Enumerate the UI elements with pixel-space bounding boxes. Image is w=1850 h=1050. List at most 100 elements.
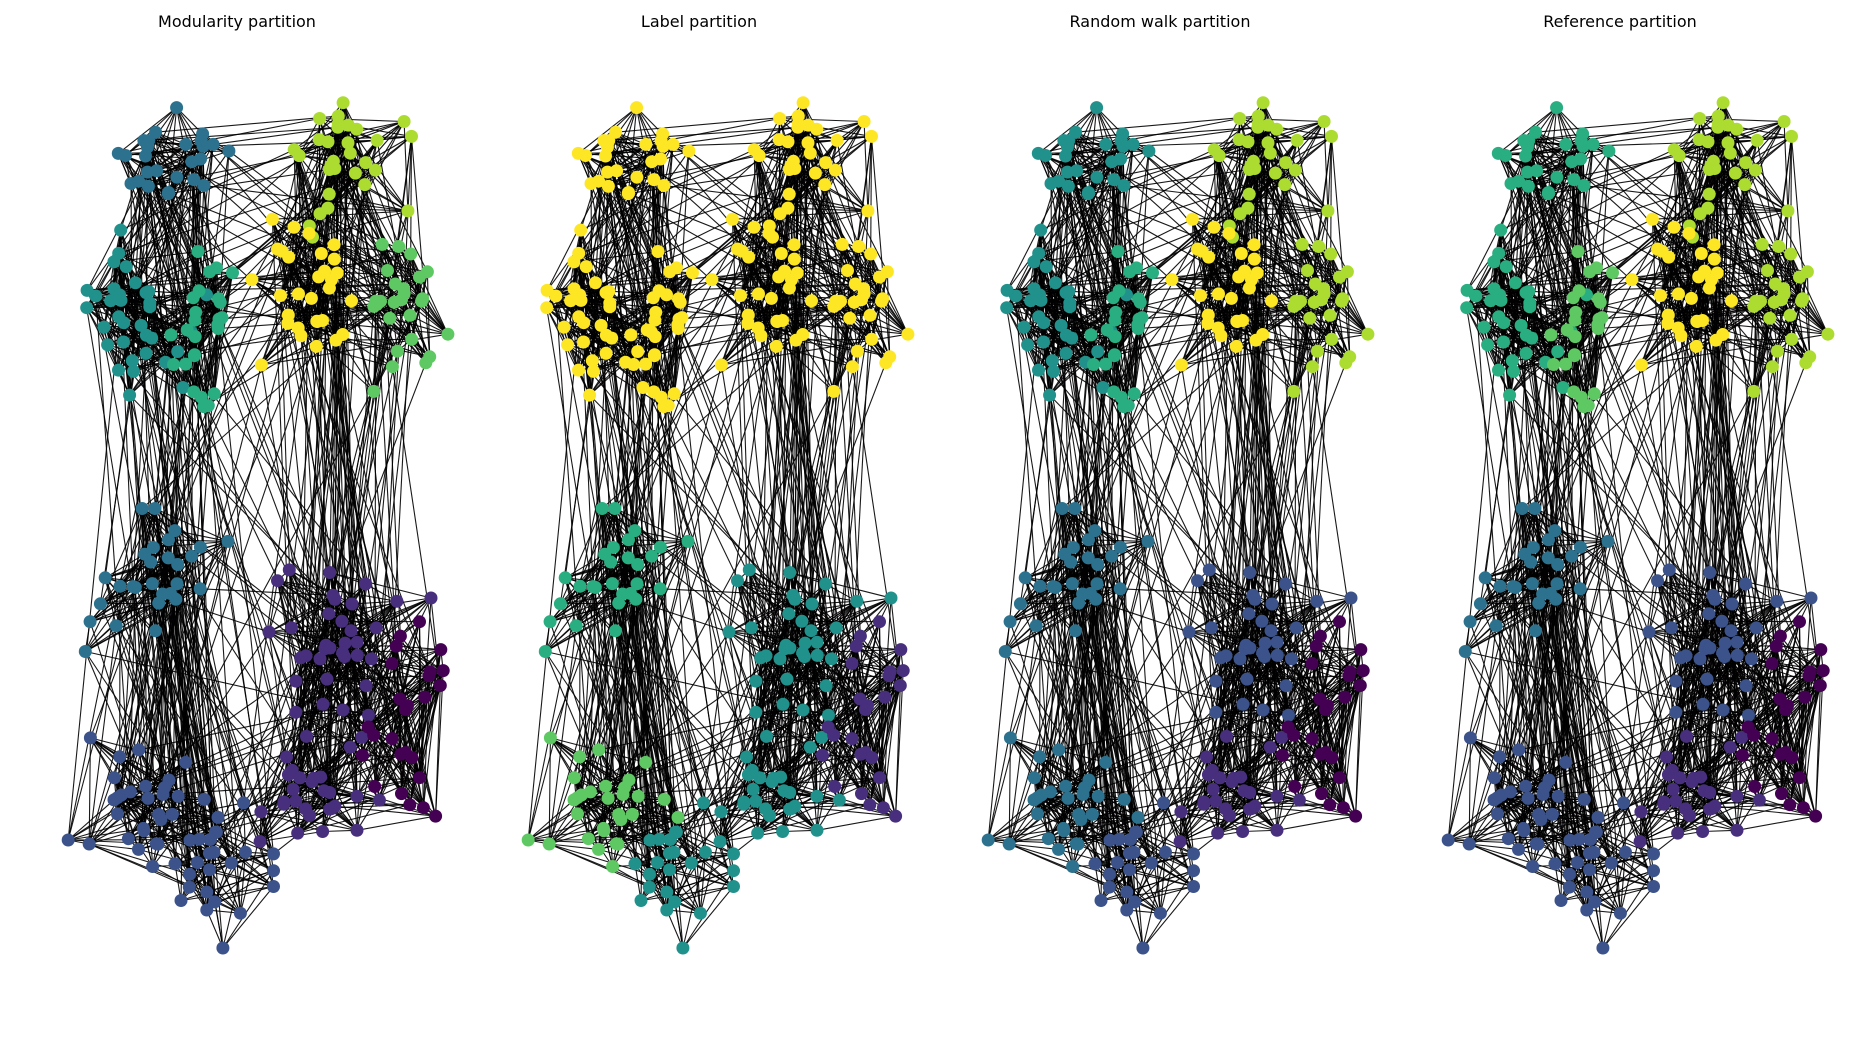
graph-node [271,574,284,588]
graph-edge [298,118,321,156]
graph-node [865,332,879,346]
graph-node [119,149,132,162]
graph-edge [214,853,274,903]
graph-node [401,204,415,218]
graph-node [188,348,202,362]
graph-edge [120,794,159,845]
graph-node [80,301,94,315]
graph-node [861,204,875,218]
graph-edge [148,126,338,142]
graph-node [600,140,614,154]
graph-node [783,786,797,799]
graph-node [788,799,802,813]
graph-node [368,163,382,177]
graph-edge [90,737,170,781]
graph-node [573,750,587,764]
graph-node [121,832,135,846]
graph-node [657,792,671,806]
graph-node [901,327,915,341]
graph-node [385,657,399,670]
graph-node [182,880,196,894]
graph-node [581,832,595,846]
graph-node [329,333,343,347]
graph-edge [260,298,312,366]
graph-node [107,771,121,785]
graph-node [795,614,809,628]
graph-node [662,846,676,860]
graph-edge [251,270,325,281]
graph-node [114,223,128,237]
graph-node [207,387,221,401]
graph-node [714,805,728,819]
graph-node [165,807,179,821]
graph-node [174,894,188,907]
graph-node [98,571,112,585]
graph-edge [95,295,131,792]
graph-node [850,594,864,608]
graph-node [542,837,556,851]
graph-node [110,807,124,821]
graph-node [281,768,295,782]
graph-node [805,294,818,308]
graph-node [845,657,859,670]
graph-edge [84,564,179,652]
graph-node [267,880,280,893]
graph-node [884,591,898,605]
graph-node [596,821,610,835]
graph-edge [177,564,275,855]
graph-node [889,809,903,823]
graph-node [684,856,698,870]
graph-node [424,591,438,605]
graph-node [183,867,196,881]
graph-node [676,941,690,955]
panel-random-walk: Random walk partition [981,12,1375,955]
graph-node [843,311,857,325]
graph-edge [185,762,219,818]
graph-node [805,597,819,611]
graph-node [643,833,657,847]
graph-node [631,345,645,358]
graph-edge [389,317,449,335]
graph-edge [356,642,424,808]
graph-node [291,826,305,840]
graph-node [521,833,535,847]
graph-node [171,345,185,358]
graph-node [292,287,305,301]
graph-edge [147,146,388,271]
graph-node [350,635,364,649]
graph-node [639,755,653,769]
graph-node [815,748,829,762]
graph-node [416,801,430,815]
graph-edge [251,276,319,281]
graph-edge [376,210,409,305]
graph-edge [151,177,178,339]
graph-node [557,320,571,334]
graph-node [808,166,822,180]
graph-node [653,540,667,554]
graph-edge [154,508,345,658]
graph-node [345,597,359,611]
graph-node [567,771,581,785]
graph-edge [67,300,122,841]
graph-node [185,155,199,169]
graph-node [275,244,289,258]
graph-node [233,906,247,920]
graph-edge [560,602,619,605]
graph-node [141,791,155,805]
graph-node [323,786,337,799]
graph-node [810,635,824,649]
graph-node [221,534,235,548]
graph-node [224,856,238,870]
graph-node [791,117,805,131]
graph-node [778,264,792,278]
graph-edge [195,312,215,394]
graph-node [686,266,699,280]
graph-node [150,164,164,178]
graph-node [693,906,707,920]
graph-node [316,825,330,838]
graph-edge [67,508,156,841]
graph-edge [148,140,215,394]
graph-node [293,771,307,785]
graph-edge [410,253,449,335]
graph-node [579,149,592,162]
